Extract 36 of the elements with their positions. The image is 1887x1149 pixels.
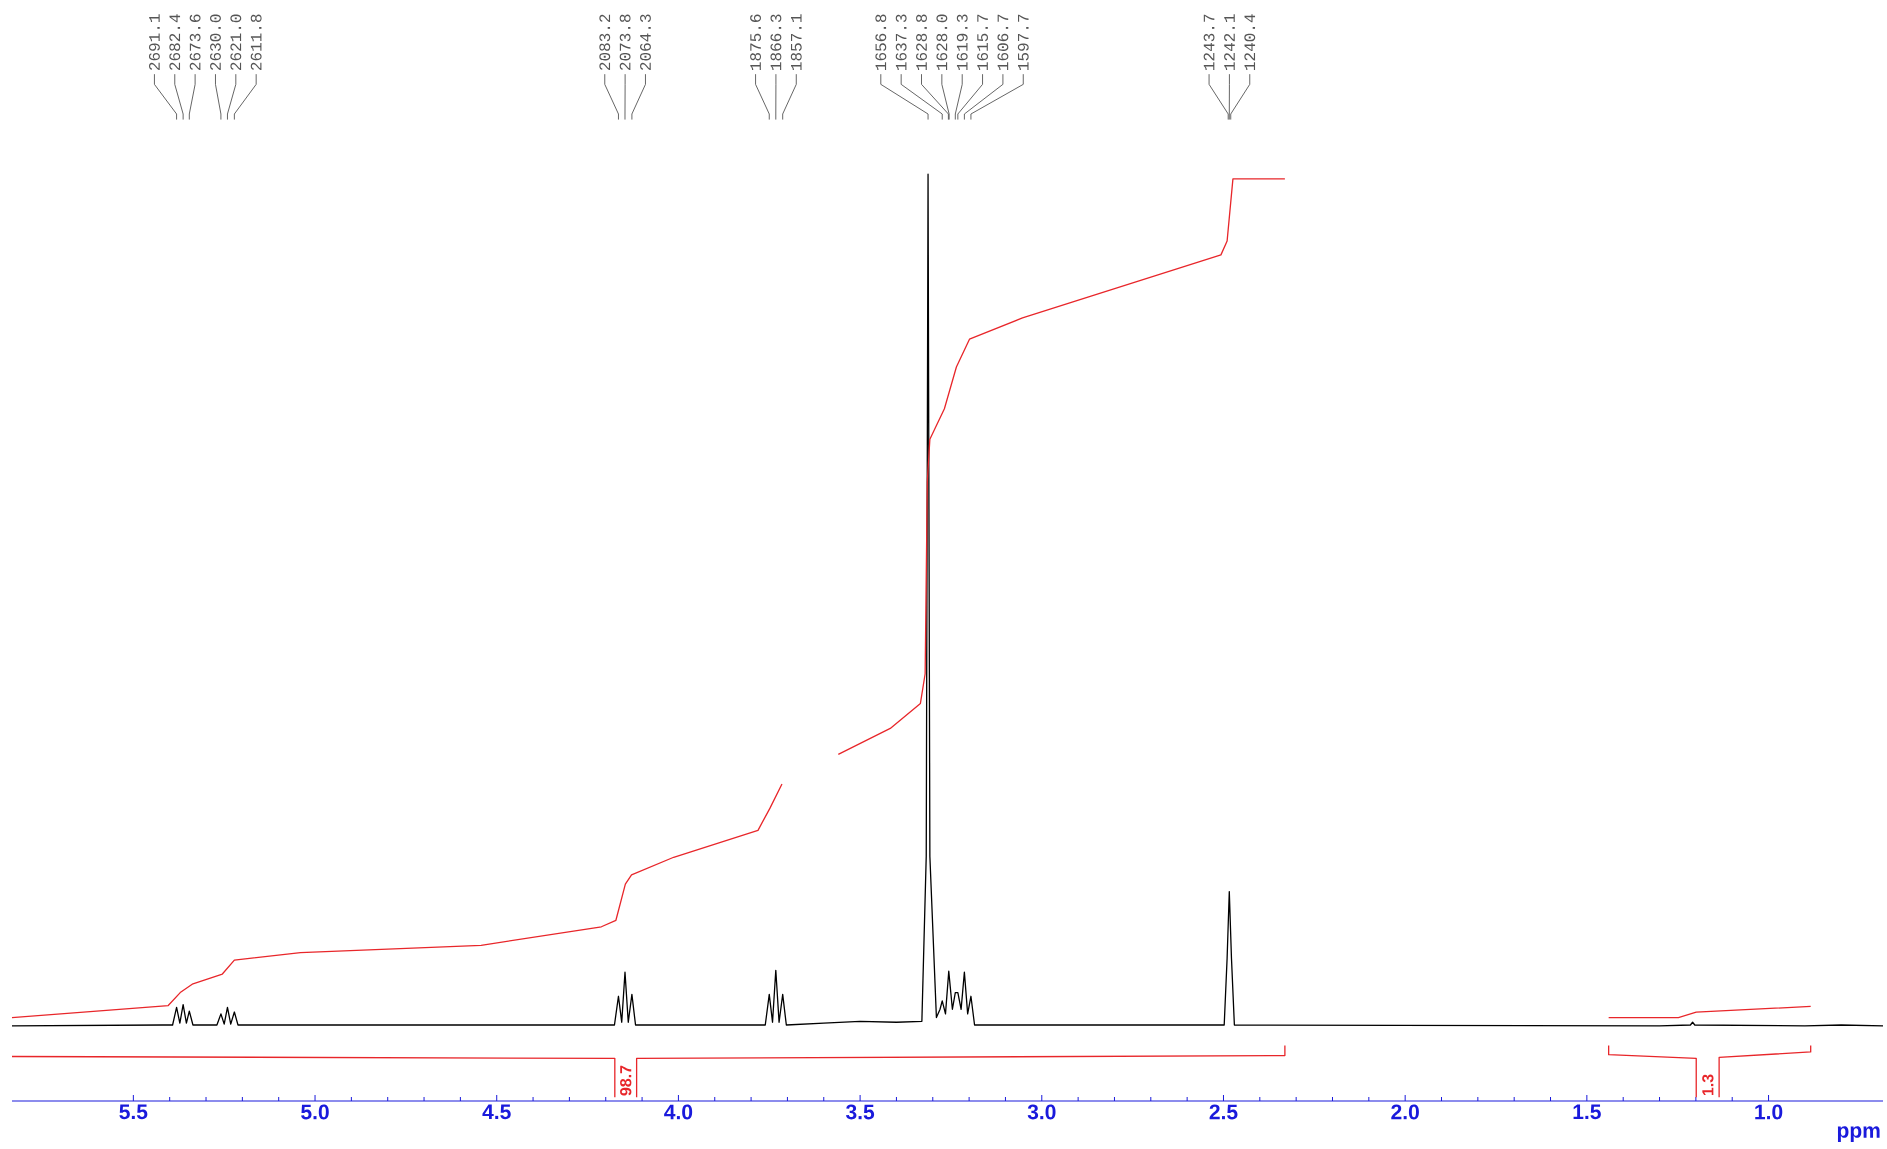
annotation: 1866.3 bbox=[770, 14, 782, 70]
annotation: 2083.2 bbox=[599, 14, 611, 70]
annotation: 1.3 bbox=[1702, 1074, 1714, 1096]
annotation: 1628.0 bbox=[936, 14, 948, 70]
x-axis-title: ppm bbox=[1837, 1126, 1880, 1142]
annotation: 1628.8 bbox=[916, 14, 927, 70]
x-tick-label: 2.5 bbox=[1209, 1104, 1238, 1120]
annotation: 1857.1 bbox=[790, 14, 802, 70]
annotation: 1240.4 bbox=[1244, 14, 1256, 70]
annotation: 2630.0 bbox=[210, 14, 221, 70]
annotation: 98.7 bbox=[620, 1065, 632, 1096]
annotation: 2673.6 bbox=[189, 14, 201, 70]
annotation: 2691.1 bbox=[149, 14, 160, 70]
annotation: 1619.3 bbox=[956, 14, 968, 70]
annotation: 2621.0 bbox=[230, 14, 242, 70]
annotation: 1875.6 bbox=[750, 14, 761, 70]
annotation: 1615.7 bbox=[977, 14, 988, 70]
x-tick-label: 4.0 bbox=[664, 1104, 693, 1120]
annotation: 2682.4 bbox=[169, 14, 181, 70]
x-tick-label: 5.0 bbox=[301, 1104, 329, 1120]
annotation: 2064.3 bbox=[640, 14, 651, 70]
x-tick-label: 2.0 bbox=[1391, 1104, 1419, 1120]
annotation: 1606.7 bbox=[997, 14, 1009, 70]
x-tick-label: 4.5 bbox=[482, 1104, 511, 1120]
annotation: 2073.8 bbox=[619, 14, 631, 70]
annotation: 1597.7 bbox=[1017, 14, 1029, 70]
x-tick-label: 3.5 bbox=[845, 1104, 875, 1120]
annotation: 1243.7 bbox=[1203, 14, 1215, 70]
x-tick-label: 5.5 bbox=[119, 1104, 148, 1120]
annotation: 1242.1 bbox=[1224, 14, 1235, 70]
annotation: 1637.3 bbox=[895, 14, 907, 70]
annotation: 1656.8 bbox=[875, 14, 887, 70]
x-tick-label: 1.0 bbox=[1755, 1104, 1783, 1120]
x-tick-label: 3.0 bbox=[1027, 1104, 1056, 1120]
x-tick-label: 1.5 bbox=[1573, 1104, 1601, 1120]
annotation: 2611.8 bbox=[250, 14, 262, 70]
